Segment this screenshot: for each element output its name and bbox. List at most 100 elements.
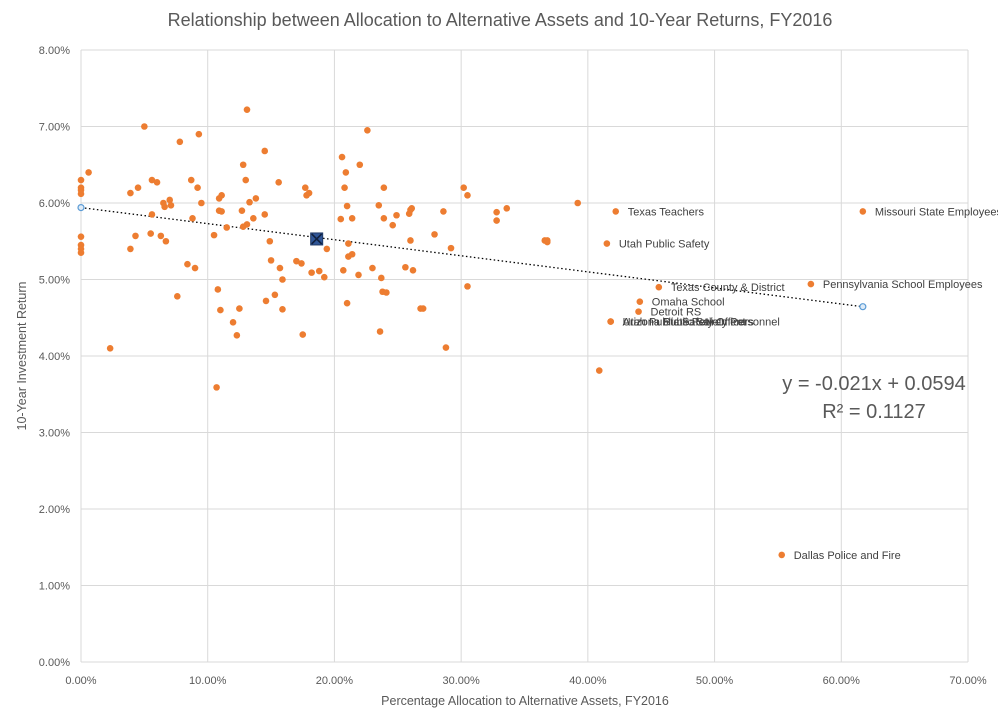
x-tick-label: 0.00% <box>65 675 96 687</box>
data-point <box>337 215 345 223</box>
data-point <box>364 127 371 134</box>
data-point <box>343 202 351 210</box>
data-point <box>342 169 350 176</box>
data-point <box>376 328 384 335</box>
data-point <box>407 237 414 244</box>
average-marker <box>310 232 324 246</box>
data-point <box>380 215 388 222</box>
data-point <box>148 176 156 184</box>
data-point <box>127 189 134 197</box>
data-point <box>859 208 867 215</box>
data-point <box>161 203 168 211</box>
data-point <box>127 245 134 253</box>
data-point <box>431 231 438 238</box>
data-point <box>218 192 225 199</box>
x-axis-title: Percentage Allocation to Alternative Ass… <box>381 694 669 708</box>
data-point <box>299 331 307 338</box>
point-label: Detroit RS <box>651 307 702 319</box>
data-point <box>271 291 279 299</box>
x-tick-label: 70.00% <box>949 675 987 687</box>
data-point <box>246 198 253 206</box>
gridlines <box>80 49 969 663</box>
data-point <box>408 205 416 212</box>
r-squared: R² = 0.1127 <box>822 401 926 423</box>
point-labels: Texas Teachers Utah Public Safety Texas Co… <box>619 206 998 561</box>
data-point <box>162 237 170 245</box>
data-point <box>236 305 243 312</box>
data-point <box>301 184 309 191</box>
data-point <box>355 271 362 279</box>
y-tick-label: 6.00% <box>39 198 70 210</box>
data-point <box>214 286 222 293</box>
data-point <box>279 276 286 283</box>
data-point <box>393 211 400 219</box>
data-point <box>252 195 260 202</box>
data-point <box>238 207 246 214</box>
point-label: Dallas Police and Fire <box>794 550 901 562</box>
trendline-equation: y = -0.021x + 0.0594 <box>782 373 965 395</box>
y-tick-label: 8.00% <box>39 45 70 57</box>
chart-title: Relationship between Allocation to Alter… <box>168 10 833 30</box>
data-point <box>339 267 347 274</box>
data-point <box>348 215 356 222</box>
data-point <box>275 179 282 186</box>
point-label: Texas County & District <box>671 282 785 294</box>
data-point <box>261 211 269 218</box>
data-point <box>389 221 397 229</box>
data-point <box>603 240 611 247</box>
data-point <box>243 221 251 228</box>
data-point <box>229 319 237 326</box>
data-point <box>134 184 142 191</box>
data-point <box>217 306 224 314</box>
data-point <box>383 289 390 296</box>
y-tick-label: 5.00% <box>39 275 70 287</box>
data-point <box>503 205 511 212</box>
data-point <box>218 208 225 215</box>
data-point <box>341 184 348 191</box>
data-point <box>261 147 269 155</box>
data-point <box>308 269 315 276</box>
y-tick-label: 7.00% <box>39 122 70 134</box>
y-axis-ticks: 0.00% 1.00% 2.00% 3.00% 4.00% 5.00% 6.00% 7.00%… <box>39 45 70 669</box>
data-point <box>635 308 642 315</box>
data-point <box>378 274 385 282</box>
data-point <box>655 283 663 291</box>
data-point <box>243 106 251 113</box>
point-label: Pennsylvania School Employees <box>823 279 983 291</box>
data-point <box>189 215 196 222</box>
data-point <box>132 232 139 240</box>
data-point <box>460 184 467 191</box>
point-label: Missouri State Employees <box>875 206 998 218</box>
data-point <box>607 318 614 325</box>
data-point <box>233 332 241 339</box>
data-point <box>77 249 85 257</box>
y-tick-label: 0.00% <box>39 657 70 669</box>
data-point <box>464 192 471 199</box>
data-point <box>298 260 305 267</box>
point-label: Texas Teachers <box>628 206 705 218</box>
data-point <box>276 264 284 272</box>
data-point <box>409 267 417 274</box>
data-point <box>77 233 85 240</box>
data-point <box>239 161 247 169</box>
data-point <box>157 232 165 240</box>
point-label: Utah Public Safety <box>619 239 710 251</box>
data-point <box>77 190 85 198</box>
x-axis-ticks: 0.00% 10.00% 20.00% 30.00% 40.00% 50.00% 60.00… <box>65 675 986 687</box>
data-point <box>148 211 156 218</box>
point-label: Arizona Public Safety Personnel <box>623 317 780 329</box>
data-point <box>167 201 175 209</box>
data-point <box>440 208 447 215</box>
data-point <box>807 280 815 288</box>
data-point <box>250 215 257 222</box>
point-label: Utah Public Safety Officers <box>623 317 755 329</box>
data-point <box>315 267 323 275</box>
data-point <box>141 123 148 130</box>
x-tick-label: 40.00% <box>569 675 607 687</box>
data-point <box>442 344 450 351</box>
trendline-endpoints <box>77 203 867 311</box>
data-point <box>369 264 376 272</box>
x-tick-label: 30.00% <box>442 675 480 687</box>
data-point <box>447 244 455 252</box>
data-point <box>184 260 191 268</box>
